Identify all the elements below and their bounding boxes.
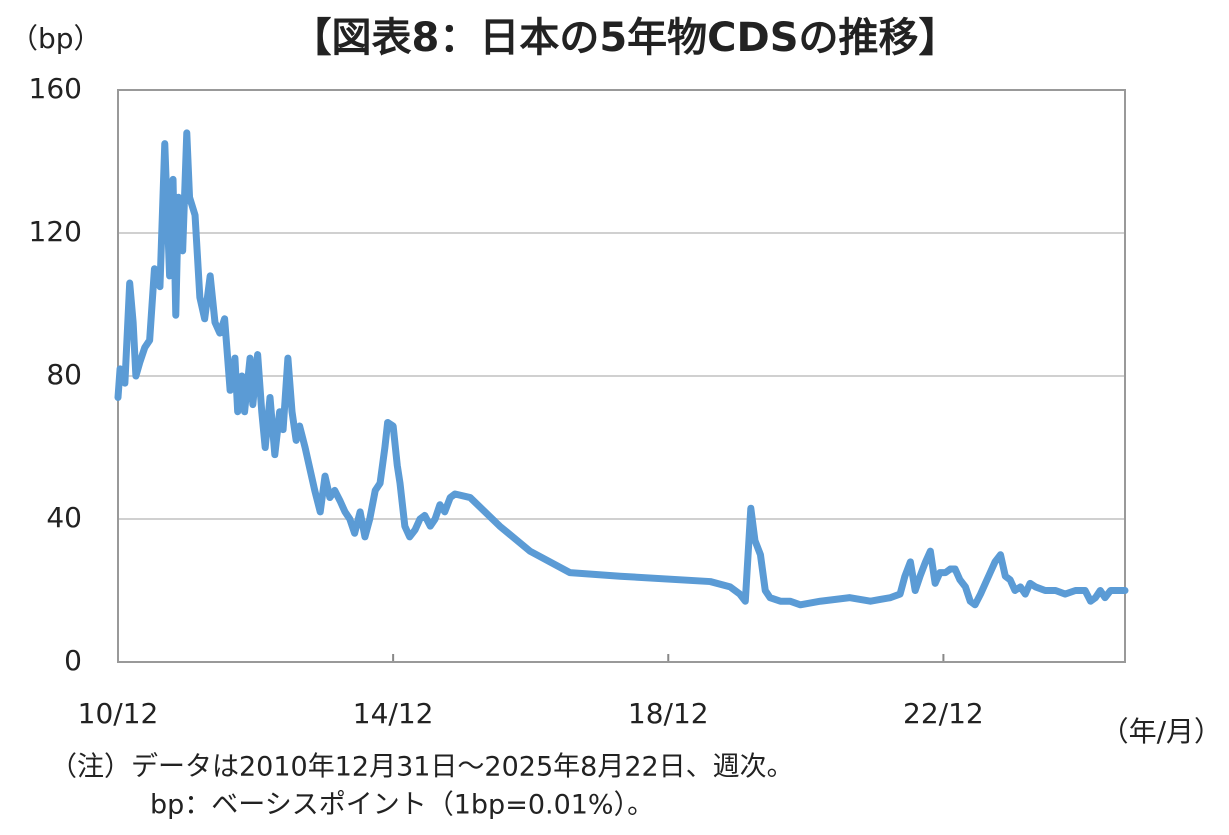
x-tick-label: 14/12: [353, 697, 434, 730]
x-tick-label: 22/12: [903, 697, 984, 730]
note: （注）データは2010年12月31日～2025年8月22日、週次。: [50, 752, 794, 783]
note: bp：ベーシスポイント（1bp=0.01%）。: [150, 790, 654, 821]
y-tick-label: 0: [64, 644, 82, 677]
y-tick-label: 80: [46, 358, 82, 391]
y-tick-label: 160: [29, 72, 82, 105]
x-tick-label: 10/12: [78, 697, 159, 730]
data-line: [114, 129, 1129, 609]
chart-title: 【図表8：日本の5年物CDSの推移】: [291, 15, 958, 61]
y-axis-label: （bp）: [10, 22, 102, 55]
x-axis-label: （年/月）: [1101, 715, 1222, 748]
y-tick-label: 120: [29, 215, 82, 248]
x-tick-label: 18/12: [628, 697, 709, 730]
y-tick-label: 40: [46, 501, 82, 534]
